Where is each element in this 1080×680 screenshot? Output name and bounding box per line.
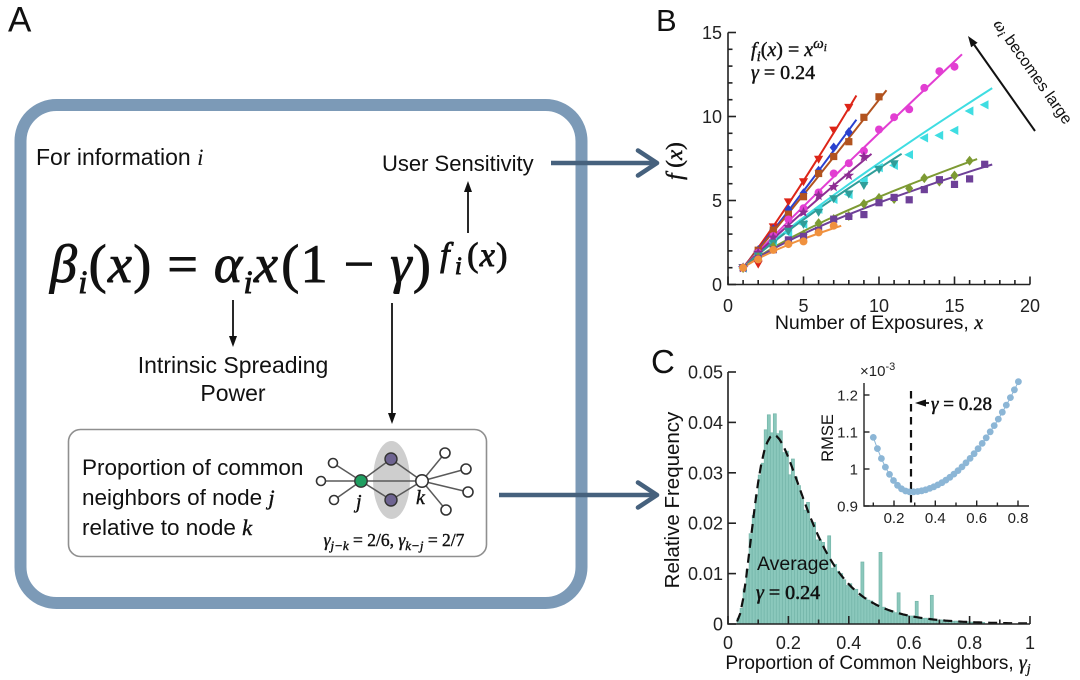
svg-text:Power: Power [200,380,266,406]
svg-text:0.6: 0.6 [966,510,987,527]
svg-text:0.01: 0.01 [688,564,723,584]
svg-text:Proportion of Common Neighbors: Proportion of Common Neighbors, γj [725,652,1030,677]
svg-text:k: k [416,487,426,509]
svg-text:Intrinsic Spreading: Intrinsic Spreading [138,352,329,378]
svg-text:1: 1 [1025,633,1035,653]
svg-text:B: B [656,3,677,38]
svg-text:γ = 0.24: γ = 0.24 [756,582,820,604]
svg-text:0.2: 0.2 [776,633,801,653]
svg-text:0.2: 0.2 [884,510,905,527]
svg-text:ωi becomes large: ωi becomes large [988,17,1075,129]
svg-text:5: 5 [712,191,722,211]
svg-text:βi(x) = αix(1 − γ)fi(x): βi(x) = αix(1 − γ) f i (x) [49,234,509,301]
svg-text:f (x): f (x) [662,142,687,180]
svg-text:0.9: 0.9 [837,499,858,516]
svg-text:0: 0 [723,296,733,316]
svg-text:×10-3: ×10-3 [860,361,895,380]
svg-text:C: C [651,343,675,380]
svg-text:1.2: 1.2 [837,388,858,405]
svg-text:γ = 0.24: γ = 0.24 [751,62,815,84]
svg-text:Number of Exposures, x: Number of Exposures, x [775,312,983,334]
svg-text:Proportion of common: Proportion of common [82,455,303,480]
svg-text:γj−k = 2/6, γk−j = 2/7: γj−k = 2/6, γk−j = 2/7 [324,530,465,553]
svg-text:0: 0 [712,275,722,295]
svg-text:0.03: 0.03 [688,463,723,483]
svg-text:0.4: 0.4 [836,633,861,653]
svg-text:0.04: 0.04 [688,413,723,433]
svg-text:5: 5 [798,296,808,316]
svg-text:Relative Frequency: Relative Frequency [661,411,684,588]
svg-text:15: 15 [944,296,964,316]
svg-text:1.1: 1.1 [837,425,858,442]
svg-text:γ = 0.28: γ = 0.28 [931,394,992,415]
svg-text:0: 0 [713,615,723,635]
svg-text:0: 0 [723,633,733,653]
svg-text:j: j [353,491,362,513]
svg-text:0.8: 0.8 [1008,510,1029,527]
svg-text:neighbors of node j: neighbors of node j [82,485,275,510]
svg-text:0.6: 0.6 [897,633,922,653]
svg-text:10: 10 [869,296,889,316]
svg-text:0.02: 0.02 [688,514,723,534]
svg-text:RMSE: RMSE [819,414,837,462]
svg-text:User Sensitivity: User Sensitivity [382,151,534,176]
svg-text:0.05: 0.05 [688,363,723,383]
svg-text:0.8: 0.8 [957,633,982,653]
svg-text:10: 10 [702,107,722,127]
svg-text:fi(x) = xωi: fi(x) = xωi [751,36,827,65]
svg-text:For information i: For information i [36,144,203,170]
svg-text:relative to node k: relative to node k [82,515,253,540]
svg-text:0.4: 0.4 [925,510,946,527]
svg-text:Average: Average [757,553,829,575]
svg-text:A: A [8,1,32,40]
svg-text:1: 1 [850,462,858,479]
svg-text:20: 20 [1020,296,1040,316]
svg-text:15: 15 [702,23,722,43]
